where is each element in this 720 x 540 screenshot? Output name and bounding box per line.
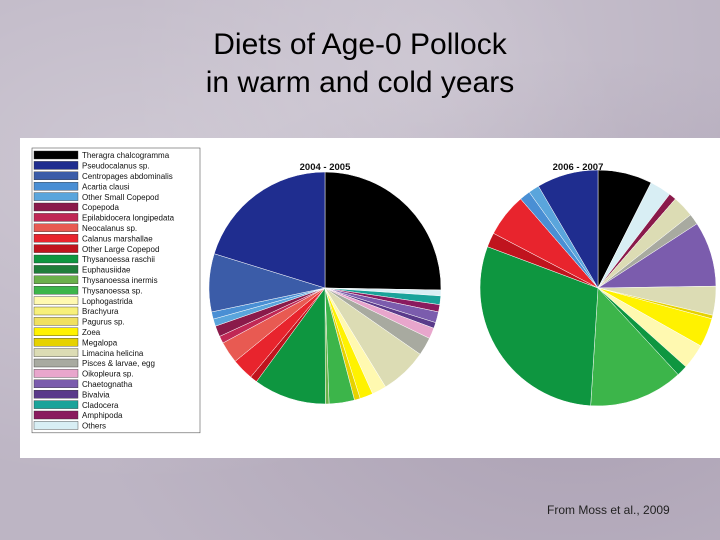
legend-swatch-centropages-abdominalis — [33, 171, 79, 180]
legend-label-pseudocalanus-sp: Pseudocalanus sp. — [82, 162, 150, 171]
legend-label-acartia-clausi: Acartia clausi — [82, 182, 130, 191]
legend-swatch-oikopleura-sp — [33, 369, 79, 378]
legend-swatch-epilabidocera-longipedata — [33, 213, 79, 222]
legend-swatch-megalopa — [33, 337, 79, 347]
legend-label-megalopa: Megalopa — [82, 338, 118, 347]
legend-label-calanus-marshallae: Calanus marshallae — [82, 234, 153, 243]
slide-title: Diets of Age-0 Pollock in warm and cold … — [0, 26, 720, 102]
legend-label-pisces-larvae-egg: Pisces & larvae, egg — [82, 359, 155, 368]
legend-swatch-chaetognatha — [33, 379, 79, 389]
legend-label-bivalvia: Bivalvia — [82, 390, 110, 399]
pie-title-0: 2004 - 2005 — [300, 162, 351, 173]
legend: Theragra chalcogramma Pseudocalanus sp.Ce… — [31, 147, 201, 434]
legend-swatch-theragra-chalcogramma — [33, 150, 79, 160]
citation-credit: From Moss et al., 2009 — [547, 503, 670, 517]
legend-swatch-acartia-clausi — [33, 182, 79, 191]
legend-swatch-lophogastrida — [33, 296, 79, 305]
legend-swatch-thysanoessa-sp — [33, 285, 79, 295]
legend-label-copepoda: Copepoda — [82, 203, 119, 212]
legend-label-thysanoessa-sp: Thysanoessa sp. — [82, 286, 142, 295]
legend-label-zoea: Zoea — [82, 328, 101, 337]
legend-swatch-bivalvia — [33, 389, 79, 399]
legend-swatch-other-large-copepod — [33, 244, 79, 253]
legend-swatch-others — [33, 421, 79, 430]
legend-label-pagurus-sp: Pagurus sp. — [82, 318, 125, 327]
pie-0-slice-14-thysanoessa-raschii — [256, 287, 326, 405]
legend-label-others: Others — [82, 422, 106, 431]
legend-swatch-neocalanus-sp — [33, 223, 79, 233]
legend-label-centropages-abdominalis: Centropages abdominalis — [82, 172, 173, 181]
pie-title-1: 2006 - 2007 — [553, 162, 604, 173]
diet-pie-figure: Theragra chalcogramma Pseudocalanus sp. Ce… — [20, 138, 720, 458]
legend-label-other-large-copepod: Other Large Copepod — [82, 245, 159, 254]
legend-label-chaetognatha: Chaetognatha — [82, 380, 133, 389]
legend-swatch-other-small-copepod — [33, 192, 79, 201]
legend-swatch-calanus-marshallae — [33, 233, 79, 243]
legend-label-oikopleura-sp: Oikopleura sp. — [82, 370, 134, 379]
pie-1-slice-11-thysanoessa-sp — [590, 287, 679, 407]
legend-swatch-limacina-helicina — [33, 348, 79, 357]
legend-label-other-small-copepod: Other Small Copepod — [82, 193, 159, 202]
legend-label-thysanoessa-raschii: Thysanoessa raschii — [82, 255, 155, 264]
legend-label-neocalanus-sp: Neocalanus sp. — [82, 224, 137, 233]
legend-swatch-zoea — [33, 327, 79, 337]
title-line-2: in warm and cold years — [205, 66, 515, 99]
title-line-1: Diets of Age-0 Pollock — [213, 28, 507, 61]
pie-0-slice-23-pseudocalanus-sp — [213, 171, 326, 289]
legend-label-cladocera: Cladocera — [82, 401, 119, 410]
pie-1-slice-17-pseudocalanus-sp — [538, 169, 599, 289]
legend-label-amphipoda: Amphipoda — [82, 411, 123, 420]
pie-2004-2005: 2004 - 2005 — [208, 162, 442, 405]
pie-1-slice-12-thysanoessa-raschii — [479, 246, 599, 407]
legend-swatch-thysanoessa-inermis — [33, 275, 79, 285]
legend-swatch-copepoda — [33, 202, 79, 212]
pie-0-slice-0-theragra-chalcogramma — [324, 171, 442, 291]
legend-swatch-euphausiidae — [33, 265, 79, 274]
legend-label-euphausiidae: Euphausiidae — [82, 266, 131, 275]
legend-swatch-amphipoda — [33, 410, 79, 420]
pie-2006-2007: 2006 - 2007 — [479, 162, 717, 407]
legend-label-lophogastrida: Lophogastrida — [82, 297, 133, 306]
legend-label-thysanoessa-inermis: Thysanoessa inermis — [82, 276, 158, 285]
legend-label-limacina-helicina: Limacina helicina — [82, 349, 144, 358]
legend-swatch-thysanoessa-raschii — [33, 254, 79, 264]
legend-swatch-cladocera — [33, 400, 79, 409]
legend-label-epilabidocera-longipedata: Epilabidocera longipedata — [82, 214, 175, 223]
legend-swatch-brachyura — [33, 306, 79, 316]
legend-swatch-pagurus-sp — [33, 317, 79, 326]
legend-swatch-pisces-larvae-egg — [33, 358, 79, 368]
legend-label-theragra-chalcogramma: Theragra chalcogramma — [82, 151, 170, 160]
legend-swatch-pseudocalanus-sp — [33, 161, 79, 170]
legend-label-brachyura: Brachyura — [82, 307, 119, 316]
pie-charts-svg: Theragra chalcogramma Pseudocalanus sp.Ce… — [31, 147, 717, 434]
